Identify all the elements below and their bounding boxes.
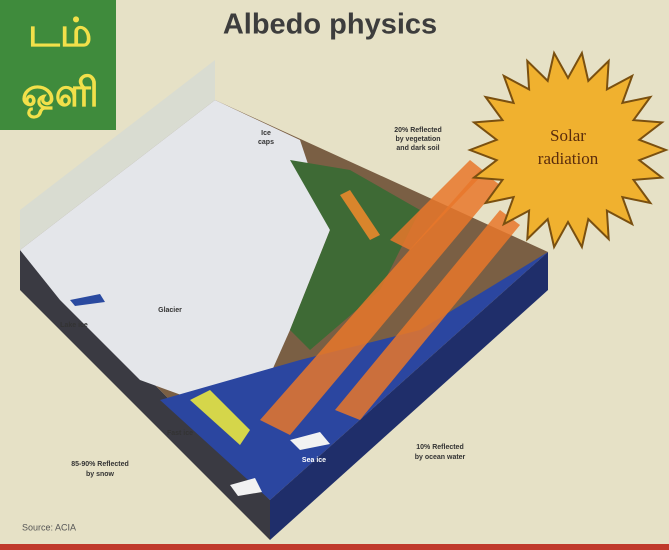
label: by vegetation <box>395 136 440 143</box>
label: 10% Reflected <box>416 444 463 451</box>
sun-label: radiation <box>538 149 599 168</box>
label: 20% Reflected <box>394 127 441 134</box>
label: by snow <box>86 471 115 478</box>
page: {"header": {"masthead": ["டம்", "ஒளி"], … <box>0 0 669 550</box>
sun-label: Solar <box>550 126 586 145</box>
diagram: டம் ஒளி Albedo physics Solar radiation I… <box>0 0 669 550</box>
border <box>0 544 669 550</box>
label: 85-90% Reflected <box>71 461 129 468</box>
label: Lake ice <box>60 322 88 329</box>
label: Sea ice <box>302 457 326 464</box>
label: Ice <box>261 130 271 137</box>
title: Albedo physics <box>223 9 437 41</box>
label: Glacier <box>158 307 182 314</box>
label: and dark soil <box>396 145 439 152</box>
label: Fast ice <box>167 430 193 437</box>
masthead-line: டம் <box>28 10 92 56</box>
label: caps <box>258 139 274 146</box>
masthead-line: ஒளி <box>21 70 99 119</box>
label: by ocean water <box>415 454 466 461</box>
source: Source: ACIA <box>22 522 76 532</box>
